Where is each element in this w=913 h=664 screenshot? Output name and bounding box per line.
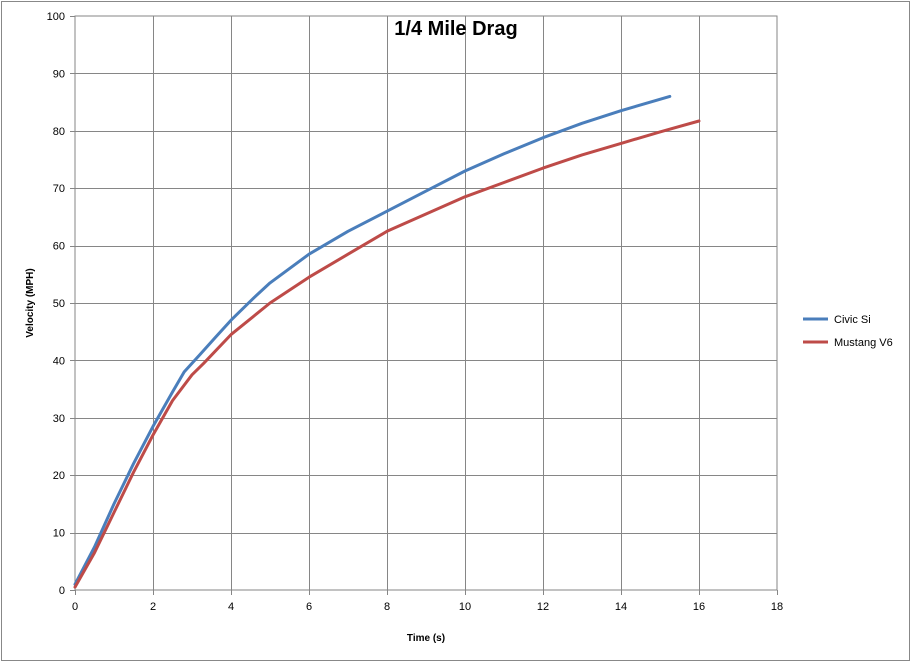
- y-tick-label: 100: [47, 11, 65, 23]
- y-tick-label: 60: [53, 241, 65, 253]
- chart-title: 1/4 Mile Drag: [394, 18, 517, 40]
- x-tick-label: 12: [537, 601, 549, 613]
- y-tick-label: 50: [53, 298, 65, 310]
- y-tick-label: 90: [53, 68, 65, 80]
- x-tick-label: 4: [228, 601, 234, 613]
- legend: Civic Si Mustang V6: [803, 314, 893, 349]
- series-line-mustang-v6: [73, 119, 701, 589]
- x-tick-label: 16: [693, 601, 705, 613]
- y-tick-label: 20: [53, 470, 65, 482]
- series-layer: [73, 94, 701, 589]
- y-axis-ticks: 0 10 20 30 40 50 60 70 80 90 100: [47, 11, 75, 597]
- legend-label-civic-si: Civic Si: [834, 314, 871, 326]
- x-tick-label: 0: [72, 601, 78, 613]
- y-tick-label: 0: [59, 585, 65, 597]
- series-line-civic-si: [73, 94, 672, 586]
- y-tick-label: 30: [53, 413, 65, 425]
- y-tick-label: 40: [53, 355, 65, 367]
- x-axis-label: Time (s): [407, 633, 445, 644]
- x-tick-label: 2: [150, 601, 156, 613]
- x-tick-label: 8: [384, 601, 390, 613]
- y-axis-label: Velocity (MPH): [25, 268, 36, 337]
- x-tick-label: 10: [459, 601, 471, 613]
- y-tick-label: 70: [53, 183, 65, 195]
- x-tick-label: 18: [771, 601, 783, 613]
- x-tick-label: 6: [306, 601, 312, 613]
- legend-label-mustang-v6: Mustang V6: [834, 337, 893, 349]
- y-tick-label: 10: [53, 528, 65, 540]
- x-tick-label: 14: [615, 601, 627, 613]
- x-axis-ticks: 0 2 4 6 8 10 12 14 16 18: [72, 590, 783, 613]
- y-tick-label: 80: [53, 126, 65, 138]
